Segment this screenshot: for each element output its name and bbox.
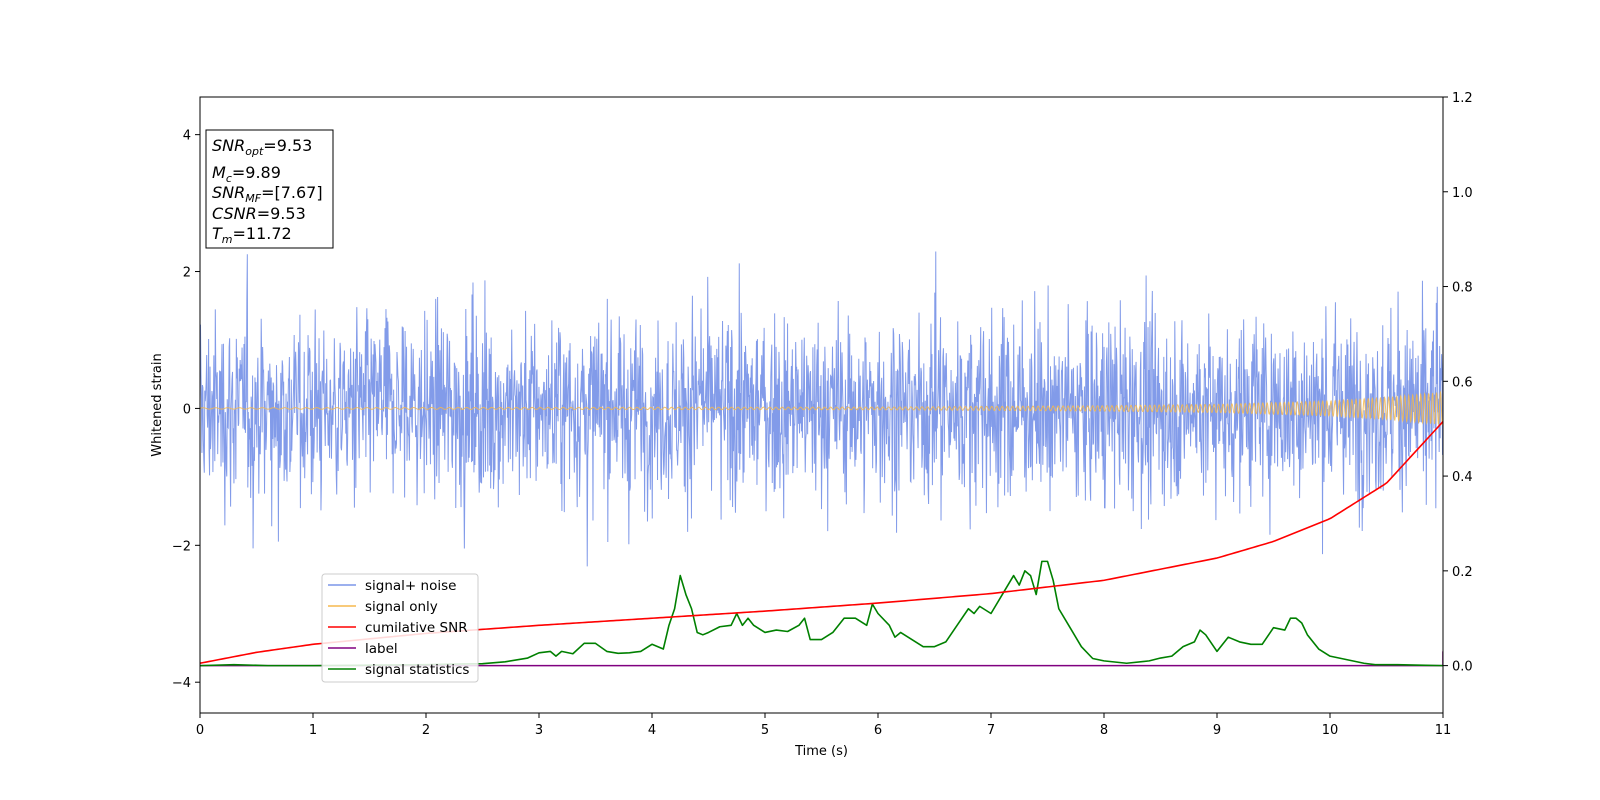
legend-label-signal-statistics: signal statistics	[365, 662, 469, 678]
y-axis-label: Whitened strain	[150, 353, 165, 456]
x-tick-label: 8	[1100, 723, 1108, 738]
x-tick-label: 11	[1435, 723, 1452, 738]
y2-tick-label: 0.0	[1452, 660, 1473, 675]
x-tick-label: 2	[422, 723, 430, 738]
y2-tick-label: 0.8	[1452, 281, 1473, 296]
series-signal-statistics	[200, 560, 1443, 667]
y2-tick-label: 0.4	[1452, 470, 1473, 485]
legend: signal+ noise signal only cumilative SNR…	[321, 573, 479, 683]
series-signal-only	[200, 390, 1443, 427]
x-tick-label: 1	[309, 723, 317, 738]
x-tick-label: 4	[648, 723, 656, 738]
series-signal-noise	[200, 251, 1443, 567]
x-tick-label: 5	[761, 723, 769, 738]
x-tick-label: 10	[1322, 723, 1339, 738]
legend-label-label: label	[365, 641, 398, 657]
y2-tick-label: 1.2	[1452, 91, 1473, 106]
y-tick-label: −2	[172, 539, 191, 554]
x-tick-label: 9	[1213, 723, 1221, 738]
info-csnr-value: =9.53	[257, 204, 306, 223]
x-tick-label: 6	[874, 723, 882, 738]
x-tick-label: 7	[987, 723, 995, 738]
x-axis-label: Time (s)	[794, 744, 848, 759]
y-tick-label: 2	[183, 266, 191, 281]
info-box-frame	[205, 129, 334, 249]
legend-label-cumulative-snr: cumilative SNR	[365, 620, 468, 636]
y2-tick-label: 0.6	[1452, 375, 1473, 390]
info-mc-value: =9.89	[232, 163, 281, 182]
y2-tick-label: 0.2	[1452, 565, 1473, 580]
legend-label-signal-only: signal only	[365, 599, 438, 615]
info-snr-opt: SNRopt=9.53	[212, 136, 312, 158]
x-tick-label: 0	[196, 723, 204, 738]
info-snr-mf: SNRMF=[7.67]	[212, 183, 323, 205]
info-mc: Mc=9.89	[212, 163, 281, 185]
x-tick-label: 3	[535, 723, 543, 738]
plot-frame	[199, 96, 1444, 714]
ticks-layer: 0 1 2 3 4 5 6 7 8 9 10 11 4 2 0 −2 −4 1.2 1.0 0.8 0.6 0.4 0.2 0…	[172, 91, 1473, 738]
y-tick-label: 0	[183, 402, 191, 417]
legend-label-signal-noise: signal+ noise	[365, 578, 456, 594]
info-snr-opt-value: =9.53	[263, 136, 312, 155]
y-tick-label: −4	[172, 676, 191, 691]
legend-frame	[321, 573, 479, 683]
info-box: SNRopt=9.53 Mc=9.89 SNRMF=[7.67] CSNR=9.…	[205, 129, 334, 249]
y2-tick-label: 1.0	[1452, 186, 1473, 201]
info-tm: Tm=11.72	[212, 224, 292, 246]
info-tm-value: =11.72	[233, 224, 292, 243]
info-csnr: CSNR=9.53	[212, 204, 306, 223]
y-tick-label: 4	[183, 129, 191, 144]
info-snr-mf-value: =[7.67]	[261, 183, 323, 202]
